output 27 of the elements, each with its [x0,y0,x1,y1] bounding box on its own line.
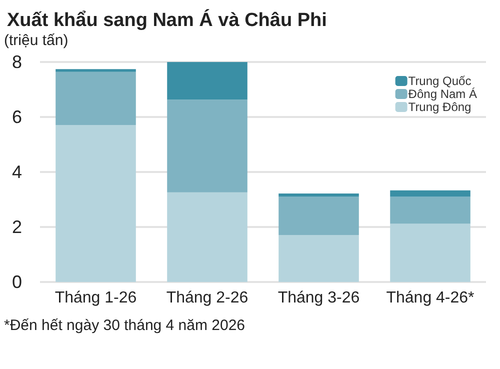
bar [56,72,136,125]
y-tick-label: 2 [12,217,22,237]
bar [278,234,359,282]
x-tick-label: Tháng 3-26 [278,290,360,306]
bar [390,190,470,197]
y-tick-label: 4 [12,162,22,182]
y-axis-title: (triệu tấn) [4,32,68,49]
bar [167,192,248,282]
y-tick-label: 0 [12,272,22,292]
y-tick-label: 8 [12,52,22,72]
legend-label: Trung Quốc [408,74,472,88]
x-tick-label: Tháng 1-26 [54,290,137,306]
chart-title: Xuất khẩu sang Nam Á và Châu Phi [7,9,327,31]
bar [167,100,248,192]
legend-label: Đông Nam Á [408,87,478,101]
bar [278,196,359,235]
legend-label: Trung Đông [408,100,472,114]
bar [390,196,470,224]
bar [390,224,470,282]
bar [56,124,136,282]
bar [56,69,136,72]
x-tick-label: Tháng 4-26* [386,290,474,306]
text: *Đến hết ngày 30 tháng 4 năm 2026 [4,317,246,334]
y-tick-label: 6 [12,107,22,127]
x-tick-label: Tháng 2-26 [166,290,248,306]
bar [278,193,359,197]
bar [167,62,248,100]
